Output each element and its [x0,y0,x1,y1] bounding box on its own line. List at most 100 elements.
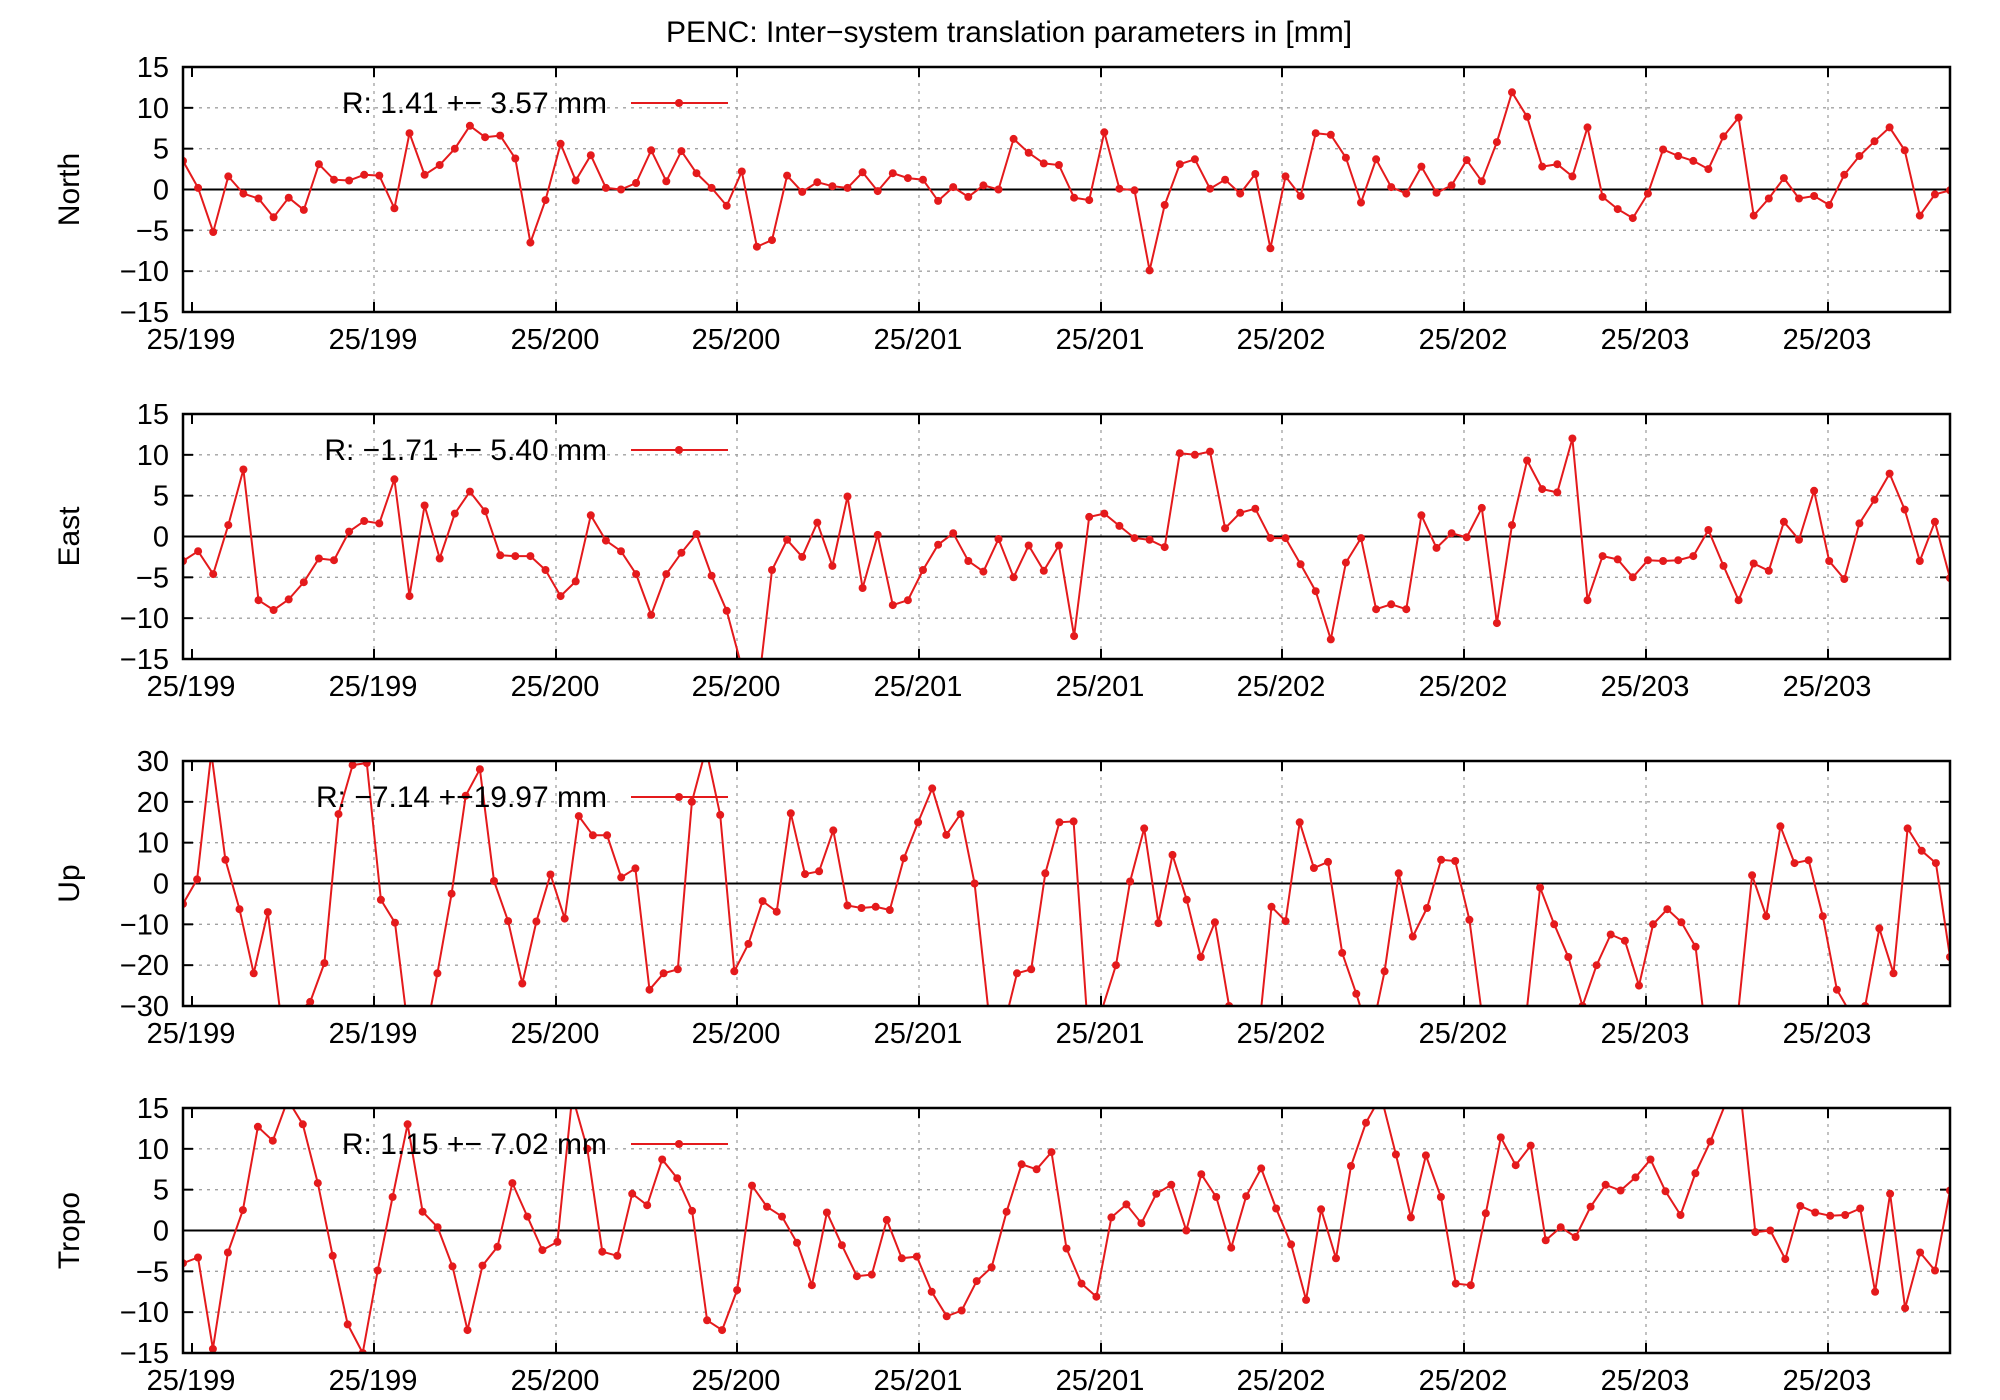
chart-title: PENC: Inter−system translation parameter… [666,16,1352,49]
data-point [888,601,897,610]
legend-label: R: −1.71 +− 5.40 mm [324,434,607,467]
y-tick-label: −15 [120,644,169,676]
data-point [1790,859,1799,868]
data-point [299,205,308,214]
data-point [1826,1211,1835,1220]
data-point [1661,1187,1670,1196]
data-point [1779,174,1788,183]
data-point [1825,557,1834,565]
data-point [1481,1209,1490,1218]
data-point [224,521,233,530]
data-point [1391,1150,1400,1159]
data-point [284,193,293,202]
x-tick-label: 25/203 [1783,671,1872,703]
data-point [1856,1204,1865,1213]
y-tick-label: 5 [153,481,169,513]
data-point [390,204,399,213]
data-point [1885,469,1894,478]
data-point [1115,184,1124,193]
data-point [858,584,867,592]
y-tick-label: 0 [153,869,169,901]
data-point [1227,1243,1236,1252]
data-point [1706,1137,1715,1146]
y-tick-label: 0 [153,522,169,554]
data-point [1041,869,1050,878]
data-point [1598,192,1607,201]
data-point [1818,912,1827,921]
data-point [1776,822,1785,831]
data-point [1917,846,1926,855]
data-point [306,997,315,1006]
data-point [598,1247,607,1256]
data-point [1855,152,1864,160]
data-point [1825,201,1834,209]
data-point [511,154,520,163]
data-point [798,187,807,196]
y-tick-label: 5 [153,134,169,166]
data-point [752,242,761,251]
data-point [1564,953,1573,961]
data-point [450,509,459,518]
x-tick-label: 25/201 [1056,671,1145,703]
data-point [571,577,580,586]
data-point [617,547,625,556]
data-point [1032,1165,1041,1174]
data-point [783,535,792,544]
x-tick-label: 25/200 [692,671,781,703]
data-point [583,1144,592,1153]
data-point [1586,1202,1595,1211]
data-point [1931,1266,1939,1275]
data-point [643,1201,652,1210]
data-point [903,174,912,183]
data-point [1175,160,1184,169]
y-tick-label: −30 [120,991,169,1023]
data-point [1886,1189,1895,1198]
data-point [1689,156,1698,165]
data-point [390,475,399,484]
data-point [1432,188,1441,197]
data-point [345,176,354,185]
data-point [388,1193,397,1201]
x-tick-label: 25/202 [1237,671,1326,703]
data-point [903,596,912,605]
data-point [1417,511,1426,520]
data-point [320,959,329,968]
x-tick-label: 25/203 [1601,1365,1690,1397]
data-point [1206,447,1214,456]
data-point [263,908,272,917]
data-point [1338,948,1347,957]
data-point [574,812,583,821]
x-tick-label: 25/199 [329,324,418,356]
data-point [1795,535,1803,544]
data-point [481,133,490,142]
data-point [511,552,520,561]
data-point [478,1261,487,1270]
data-point [1870,495,1879,504]
data-point [1889,969,1898,978]
data-point [1296,192,1305,200]
data-point [919,175,927,184]
data-point [722,606,731,615]
data-point [632,179,641,187]
data-point [405,129,414,138]
data-point [541,566,550,574]
legend-swatch-point [675,793,683,801]
data-point [1674,152,1683,160]
data-point [1341,558,1350,567]
x-tick-label: 25/201 [1056,1365,1145,1397]
x-tick-label: 25/202 [1237,324,1326,356]
data-point [1167,1180,1176,1189]
data-point [1592,961,1601,970]
data-point [194,547,203,556]
x-tick-label: 25/203 [1783,1365,1872,1397]
data-point [526,552,535,561]
data-point [722,201,731,210]
data-point [1749,211,1758,220]
data-point [857,904,866,912]
data-point [885,906,894,914]
data-point [1112,961,1120,970]
data-point [526,238,535,247]
data-point [702,745,710,753]
data-point [1242,1192,1251,1201]
